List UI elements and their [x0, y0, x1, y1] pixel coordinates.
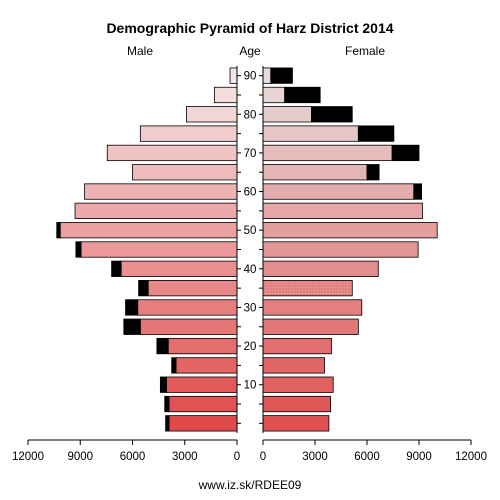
- male-excess-bar-50-54: [56, 222, 61, 239]
- female-bar-75-79: [262, 125, 359, 142]
- female-bar-25-29: [262, 318, 359, 335]
- age-tick-label: 50: [244, 225, 257, 237]
- female-excess-bar-70-74: [391, 144, 420, 162]
- male-bar-85-89: [213, 86, 238, 104]
- male-excess-bar-15-19: [171, 357, 177, 374]
- female-bar-40-44: [262, 260, 379, 277]
- male-bar-65-69: [132, 164, 238, 181]
- female-bar-10-14: [262, 376, 334, 393]
- male-bar-15-19: [175, 357, 238, 374]
- male-excess-bar-40-44: [111, 260, 122, 277]
- female-bar-35-39: [262, 280, 353, 297]
- age-label: Age: [239, 44, 261, 58]
- age-tick-label: 60: [244, 187, 257, 199]
- age-tick-label: 90: [244, 71, 257, 83]
- male-excess-bar-30-34: [125, 299, 139, 316]
- age-tick-label: 70: [244, 148, 257, 160]
- male-bar-0-4: [168, 415, 238, 432]
- age-tick-label: 20: [244, 341, 257, 353]
- x-axis-ticks: 12000 9000 6000 3000 0 0 3000 6000 9000 12000: [12, 440, 487, 463]
- female-bar-90+: [262, 67, 272, 84]
- male-bar-20-24: [167, 337, 238, 355]
- female-bar-0-4: [262, 415, 330, 432]
- female-x-tick-label: 0: [260, 451, 266, 463]
- female-x-tick-label: 9000: [406, 451, 432, 463]
- female-bar-80-84: [262, 106, 312, 123]
- female-excess-bar-85-89: [284, 86, 321, 104]
- female-excess-bar-80-84: [311, 106, 353, 123]
- male-bar-35-39: [147, 280, 238, 297]
- age-tick-label: 30: [244, 302, 257, 314]
- male-excess-bar-20-24: [156, 337, 169, 355]
- male-excess-bar-5-9: [164, 395, 170, 413]
- female-bar-50-54: [262, 222, 438, 239]
- female-x-tick-label: 12000: [455, 451, 487, 463]
- male-bar-25-29: [139, 318, 238, 335]
- source-footer: www.iz.sk/RDEE09: [198, 478, 302, 492]
- male-bar-55-59: [74, 202, 238, 219]
- female-bar-15-19: [262, 357, 325, 374]
- female-x-tick-label: 6000: [354, 451, 380, 463]
- male-excess-bar-0-4: [165, 415, 170, 432]
- female-excess-bar-60-64: [413, 183, 422, 200]
- male-excess-bar-45-49: [75, 241, 82, 258]
- male-label: Male: [127, 44, 153, 58]
- female-x-tick-label: 3000: [302, 451, 328, 463]
- chart-title: Demographic Pyramid of Harz District 201…: [106, 20, 393, 36]
- male-bar-90+: [229, 67, 238, 84]
- male-bar-75-79: [139, 125, 238, 142]
- male-bar-80-84: [186, 106, 238, 123]
- male-excess-bar-25-29: [123, 318, 141, 335]
- male-bar-50-54: [59, 222, 238, 239]
- female-bar-5-9: [262, 395, 331, 413]
- female-bar-85-89: [262, 86, 286, 104]
- male-excess-bar-35-39: [138, 280, 149, 297]
- male-bar-70-74: [106, 144, 238, 162]
- male-bar-60-64: [84, 183, 238, 200]
- male-bar-45-49: [80, 241, 238, 258]
- male-bars: [56, 67, 238, 432]
- female-bar-70-74: [262, 144, 393, 162]
- female-bar-20-24: [262, 337, 332, 355]
- age-tick-label: 80: [244, 109, 257, 121]
- female-excess-bar-65-69: [366, 164, 380, 181]
- female-bar-60-64: [262, 183, 415, 200]
- male-excess-bar-10-14: [159, 376, 167, 393]
- male-x-tick-label: 0: [234, 451, 240, 463]
- female-excess-bar-75-79: [357, 125, 395, 142]
- male-bar-40-44: [120, 260, 238, 277]
- age-tick-label: 40: [244, 264, 257, 276]
- male-bar-30-34: [137, 299, 238, 316]
- female-bar-45-49: [262, 241, 419, 258]
- male-x-tick-label: 12000: [12, 451, 44, 463]
- female-bar-30-34: [262, 299, 363, 316]
- male-x-tick-label: 9000: [67, 451, 93, 463]
- female-bars: [262, 67, 438, 432]
- male-x-tick-label: 3000: [172, 451, 198, 463]
- female-bar-55-59: [262, 202, 423, 219]
- male-bar-10-14: [166, 376, 238, 393]
- female-label: Female: [345, 44, 385, 58]
- female-excess-bar-90+: [270, 67, 293, 84]
- male-x-tick-label: 6000: [120, 451, 146, 463]
- age-axis-ticks: 10 20 30 40 50 60 70 80 90: [237, 71, 263, 424]
- female-bar-65-69: [262, 164, 368, 181]
- age-tick-label: 10: [244, 380, 257, 392]
- male-bar-5-9: [168, 395, 238, 413]
